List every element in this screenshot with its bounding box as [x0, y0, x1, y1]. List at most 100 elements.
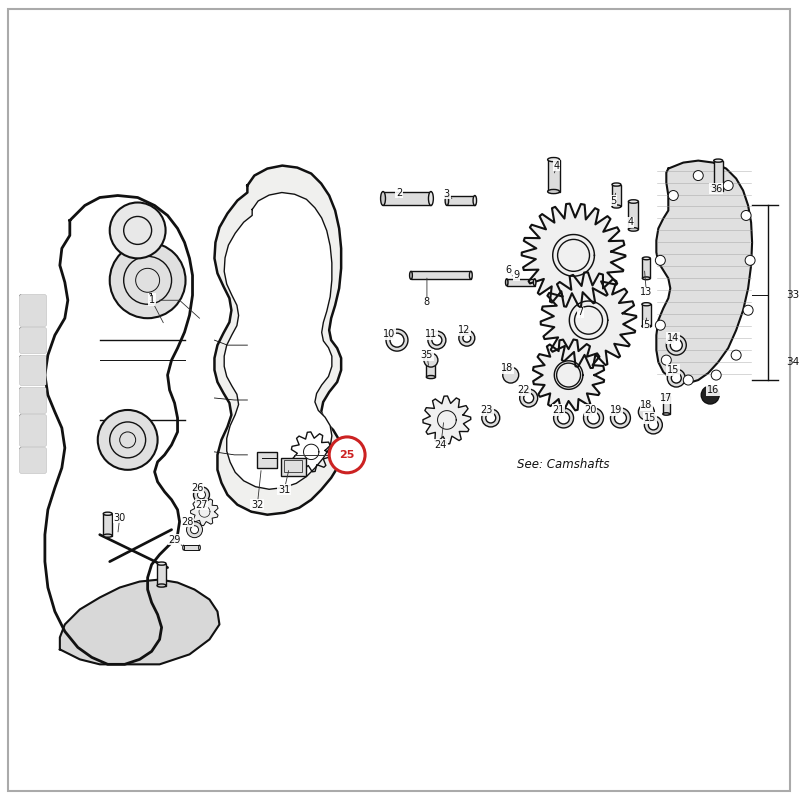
- Circle shape: [670, 339, 682, 351]
- Circle shape: [745, 255, 755, 266]
- Circle shape: [671, 373, 682, 383]
- Bar: [642, 304, 651, 326]
- Text: 23: 23: [481, 405, 493, 415]
- Ellipse shape: [426, 375, 435, 378]
- Bar: [506, 279, 534, 286]
- Circle shape: [390, 333, 404, 347]
- Ellipse shape: [473, 195, 477, 206]
- Bar: [447, 195, 475, 206]
- Polygon shape: [522, 204, 626, 307]
- Ellipse shape: [663, 394, 670, 398]
- Ellipse shape: [714, 159, 722, 162]
- Text: 11: 11: [425, 329, 437, 339]
- Bar: [629, 202, 638, 230]
- Ellipse shape: [103, 512, 112, 515]
- Polygon shape: [224, 193, 332, 490]
- Text: 4: 4: [554, 161, 560, 170]
- Text: 27: 27: [195, 500, 208, 510]
- Text: 25: 25: [339, 450, 355, 460]
- Ellipse shape: [103, 534, 112, 538]
- Circle shape: [711, 370, 721, 380]
- Circle shape: [583, 408, 603, 428]
- Circle shape: [683, 375, 694, 385]
- Polygon shape: [533, 339, 604, 410]
- Text: 1: 1: [148, 294, 155, 303]
- Text: 26: 26: [191, 482, 204, 493]
- Circle shape: [110, 242, 186, 318]
- Polygon shape: [190, 498, 218, 526]
- Ellipse shape: [506, 279, 508, 286]
- Text: 8: 8: [424, 298, 430, 307]
- Circle shape: [194, 486, 210, 502]
- Text: 18: 18: [640, 400, 653, 410]
- Circle shape: [459, 330, 475, 346]
- Text: 3: 3: [444, 189, 450, 198]
- Circle shape: [463, 334, 471, 342]
- Ellipse shape: [198, 545, 200, 550]
- Circle shape: [198, 490, 206, 498]
- Circle shape: [428, 331, 446, 349]
- Text: 5: 5: [643, 320, 650, 330]
- Circle shape: [741, 210, 751, 221]
- Circle shape: [558, 412, 570, 424]
- Bar: [282, 458, 306, 476]
- Text: 21: 21: [553, 405, 565, 415]
- Text: 18: 18: [501, 363, 513, 373]
- Circle shape: [98, 410, 158, 470]
- Ellipse shape: [429, 191, 434, 206]
- Text: 28: 28: [182, 517, 194, 526]
- Polygon shape: [20, 448, 45, 472]
- Text: 9: 9: [514, 270, 520, 280]
- Ellipse shape: [642, 325, 651, 328]
- Polygon shape: [20, 328, 45, 352]
- Text: 19: 19: [610, 405, 622, 415]
- Bar: [642, 258, 650, 278]
- Circle shape: [614, 412, 626, 424]
- Text: 20: 20: [584, 405, 597, 415]
- Bar: [411, 271, 471, 279]
- Ellipse shape: [642, 277, 650, 280]
- Bar: [103, 514, 112, 536]
- Ellipse shape: [642, 257, 650, 260]
- Circle shape: [667, 369, 686, 387]
- Ellipse shape: [612, 205, 621, 208]
- Ellipse shape: [445, 195, 449, 206]
- Ellipse shape: [548, 158, 559, 162]
- Polygon shape: [20, 388, 45, 412]
- Ellipse shape: [157, 584, 166, 587]
- Ellipse shape: [663, 413, 670, 415]
- Circle shape: [662, 355, 671, 365]
- Ellipse shape: [410, 271, 412, 279]
- Ellipse shape: [182, 545, 185, 550]
- Text: 12: 12: [458, 325, 470, 335]
- Bar: [157, 563, 166, 586]
- Bar: [612, 185, 621, 206]
- Bar: [714, 161, 722, 190]
- Circle shape: [190, 526, 198, 534]
- Polygon shape: [20, 415, 45, 445]
- Ellipse shape: [612, 183, 621, 186]
- Bar: [284, 460, 302, 472]
- Ellipse shape: [642, 302, 651, 306]
- Text: 13: 13: [640, 287, 653, 298]
- Circle shape: [520, 389, 538, 407]
- Circle shape: [386, 329, 408, 351]
- Circle shape: [694, 170, 703, 181]
- Text: 22: 22: [518, 385, 530, 395]
- Circle shape: [482, 409, 500, 427]
- Ellipse shape: [381, 191, 386, 206]
- Polygon shape: [20, 295, 45, 325]
- Circle shape: [502, 367, 518, 383]
- Text: 15: 15: [667, 365, 679, 375]
- Circle shape: [186, 522, 202, 538]
- Circle shape: [587, 412, 599, 424]
- Circle shape: [668, 190, 678, 201]
- Circle shape: [723, 181, 733, 190]
- Text: See: Camshafts: See: Camshafts: [517, 458, 609, 471]
- Text: 4: 4: [627, 218, 634, 227]
- Polygon shape: [423, 396, 471, 444]
- Text: 29: 29: [168, 534, 181, 545]
- Circle shape: [731, 350, 741, 360]
- Polygon shape: [656, 161, 752, 383]
- Polygon shape: [45, 195, 193, 664]
